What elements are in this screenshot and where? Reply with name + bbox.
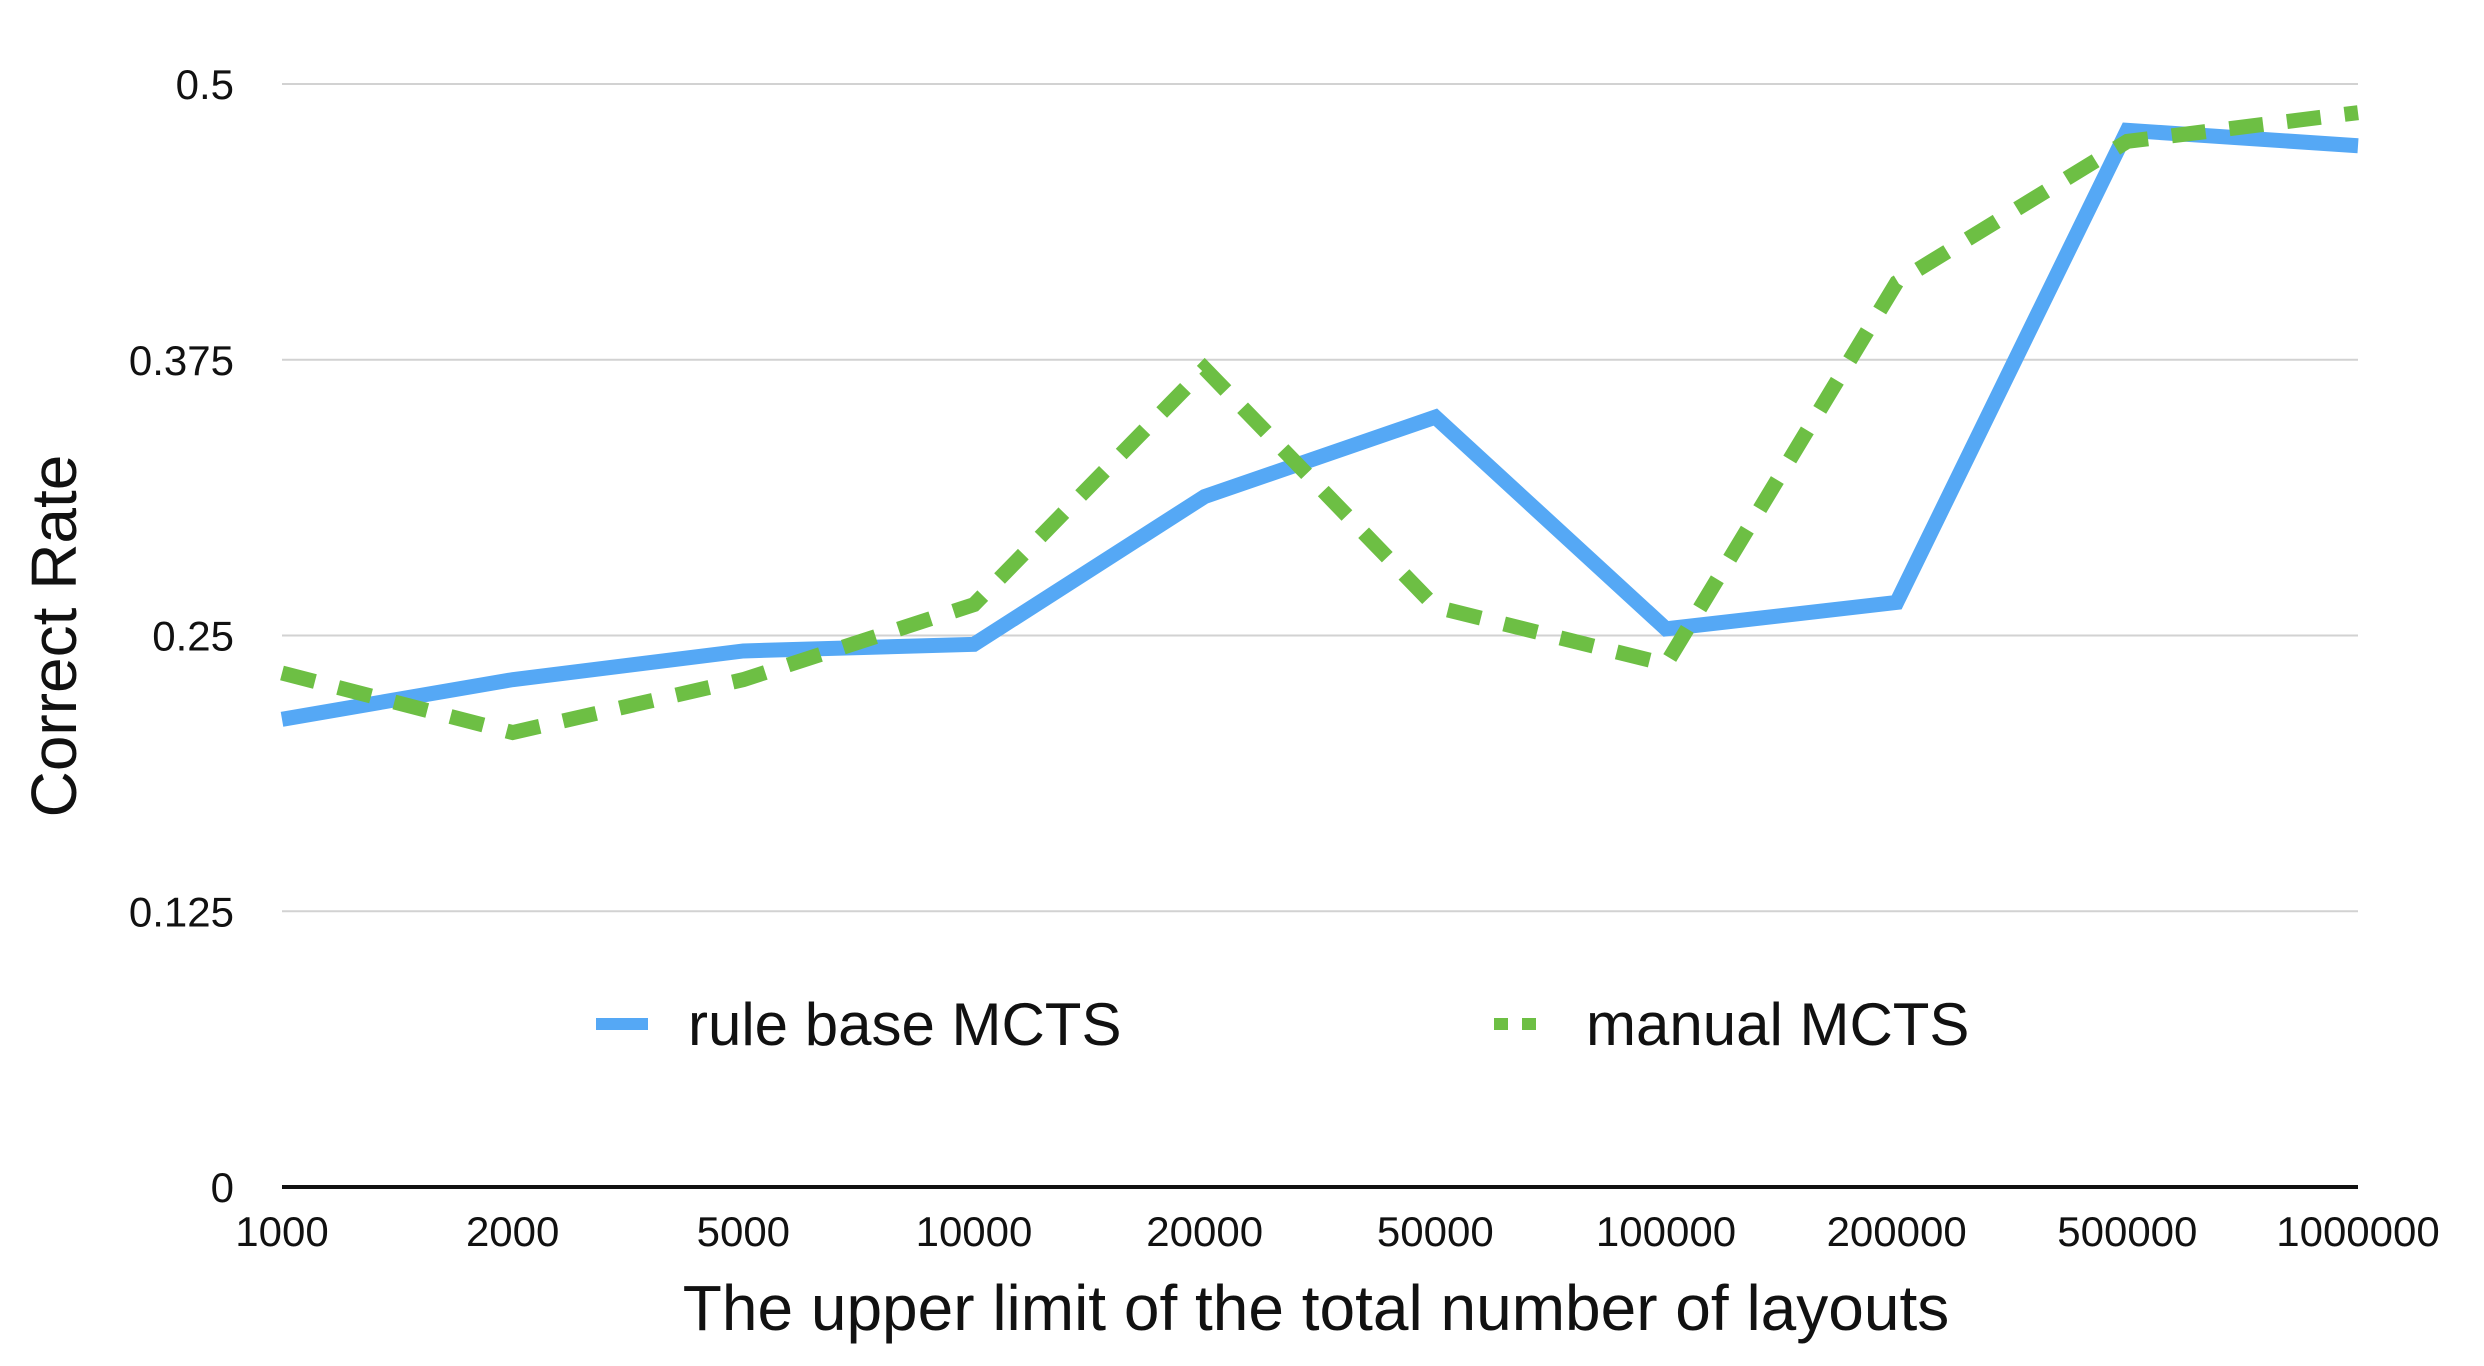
y-tick-label: 0.25: [152, 613, 234, 660]
x-tick-label: 5000: [697, 1208, 790, 1255]
x-tick-label: 10000: [916, 1208, 1033, 1255]
y-tick-label: 0.375: [129, 337, 234, 384]
y-tick-label: 0.125: [129, 888, 234, 935]
y-tick-label: 0: [211, 1164, 234, 1211]
legend-label-1: rule base MCTS: [688, 991, 1121, 1058]
x-tick-label: 50000: [1377, 1208, 1494, 1255]
series-lines: [280, 105, 2359, 741]
legend: rule base MCTS manual MCTS: [596, 991, 1969, 1058]
grid-lines: [282, 83, 2358, 913]
y-tick-label: 0.5: [176, 61, 234, 108]
series-line-2: [280, 105, 2359, 741]
x-tick-label: 100000: [1596, 1208, 1736, 1255]
x-tick-label: 2000: [466, 1208, 559, 1255]
x-axis-label: The upper limit of the total number of l…: [683, 1272, 1949, 1344]
x-tick-label: 500000: [2057, 1208, 2197, 1255]
x-tick-label: 1000000: [2276, 1208, 2440, 1255]
y-tick-labels: 0 0.125 0.25 0.375 0.5: [129, 61, 234, 1211]
y-axis-label: Correct Rate: [18, 455, 90, 818]
x-tick-label: 200000: [1827, 1208, 1967, 1255]
series-line-1: [280, 122, 2359, 727]
legend-label-2: manual MCTS: [1586, 991, 1969, 1058]
x-tick-labels: 1000 2000 5000 10000 20000 50000 100000 200000 5…: [235, 1208, 2439, 1255]
x-tick-label: 1000: [235, 1208, 328, 1255]
x-tick-label: 20000: [1146, 1208, 1263, 1255]
